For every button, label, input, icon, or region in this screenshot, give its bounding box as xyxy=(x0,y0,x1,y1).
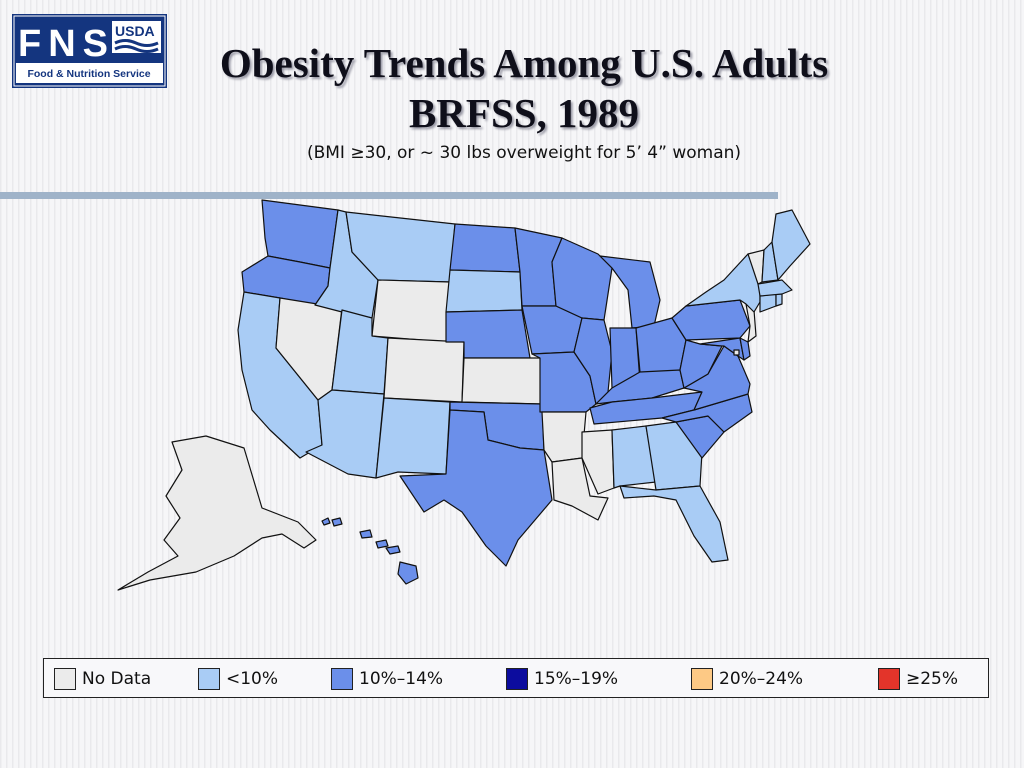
state-MA xyxy=(757,279,793,297)
logo-service-text: Food & Nutrition Service xyxy=(27,68,150,80)
state-AL xyxy=(611,425,657,489)
title-line-1: Obesity Trends Among U.S. Adults xyxy=(219,40,829,86)
map-legend: No Data <10% 10%–14% 15%–19% 20%–24% ≥25% xyxy=(43,658,989,698)
legend-item-p15_19: 15%–19% xyxy=(506,667,618,691)
state-FL xyxy=(619,485,729,563)
state-WI xyxy=(551,237,613,321)
legend-item-ge25: ≥25% xyxy=(878,667,958,691)
legend-swatch-nodata xyxy=(54,668,76,690)
state-TX xyxy=(399,409,553,567)
state-NM xyxy=(375,397,451,479)
state-AR xyxy=(541,411,587,463)
state-AK xyxy=(117,435,317,591)
legend-swatch-p20_24 xyxy=(691,668,713,690)
legend-item-nodata: No Data xyxy=(54,667,151,691)
state-KS xyxy=(461,357,543,405)
logo-agency-text: USDA xyxy=(115,23,155,39)
legend-item-lt10: <10% xyxy=(198,667,278,691)
state-ND xyxy=(449,223,521,273)
us-state-map xyxy=(117,199,811,591)
legend-swatch-lt10 xyxy=(198,668,220,690)
fns-usda-logo: FNS USDA Food & Nutrition Service xyxy=(12,14,167,88)
legend-swatch-ge25 xyxy=(878,668,900,690)
logo-main-text: FNS xyxy=(18,23,108,65)
state-SD xyxy=(445,269,523,313)
page-title: Obesity Trends Among U.S. Adults BRFSS, … xyxy=(160,38,888,138)
state-DE xyxy=(739,337,751,361)
state-MS xyxy=(581,429,615,495)
header-divider xyxy=(0,192,778,199)
page-subtitle: (BMI ≥30, or ~ 30 lbs overweight for 5’ … xyxy=(306,143,742,163)
state-HI xyxy=(321,517,419,585)
state-WY xyxy=(371,279,451,343)
state-LA xyxy=(551,457,609,521)
legend-item-p20_24: 20%–24% xyxy=(691,667,803,691)
legend-item-p10_14: 10%–14% xyxy=(331,667,443,691)
title-line-2: BRFSS, 1989 xyxy=(408,90,640,136)
state-RI xyxy=(775,293,783,307)
legend-swatch-p15_19 xyxy=(506,668,528,690)
legend-label-p15_19: 15%–19% xyxy=(534,669,619,689)
legend-label-p20_24: 20%–24% xyxy=(719,669,804,689)
legend-swatch-p10_14 xyxy=(331,668,353,690)
state-DC xyxy=(733,349,740,356)
legend-label-nodata: No Data xyxy=(82,669,152,689)
legend-label-ge25: ≥25% xyxy=(906,669,959,689)
state-PA xyxy=(671,299,751,341)
legend-label-lt10: <10% xyxy=(226,669,279,689)
state-ME xyxy=(771,209,811,281)
legend-label-p10_14: 10%–14% xyxy=(359,669,444,689)
state-CT xyxy=(759,293,777,313)
state-CO xyxy=(383,337,465,403)
